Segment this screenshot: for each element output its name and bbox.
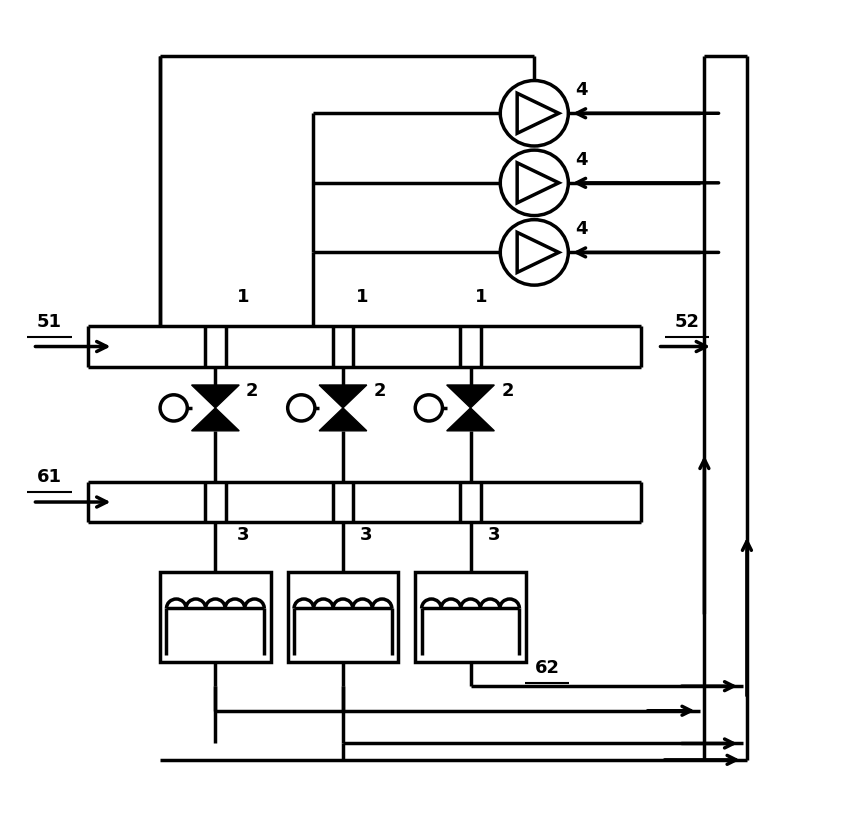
Text: 2: 2 (501, 382, 514, 400)
Text: 1: 1 (236, 288, 249, 306)
Polygon shape (319, 408, 366, 431)
Text: 52: 52 (675, 313, 700, 331)
Polygon shape (447, 408, 494, 431)
Bar (415, 572, 526, 662)
Text: 4: 4 (575, 151, 587, 169)
Polygon shape (319, 385, 366, 408)
Text: 51: 51 (37, 313, 62, 331)
Polygon shape (192, 385, 239, 408)
Text: 4: 4 (575, 82, 587, 99)
Text: 3: 3 (488, 527, 500, 545)
Polygon shape (447, 385, 494, 408)
Text: 3: 3 (236, 527, 249, 545)
Text: 4: 4 (575, 220, 587, 238)
Text: 62: 62 (534, 659, 560, 677)
Text: 2: 2 (246, 382, 259, 400)
Bar (160, 572, 270, 662)
Text: 1: 1 (475, 288, 487, 306)
Text: 2: 2 (373, 382, 386, 400)
Polygon shape (192, 408, 239, 431)
Text: 3: 3 (360, 527, 372, 545)
Text: 61: 61 (37, 469, 62, 486)
Text: 1: 1 (356, 288, 368, 306)
Bar (288, 572, 398, 662)
